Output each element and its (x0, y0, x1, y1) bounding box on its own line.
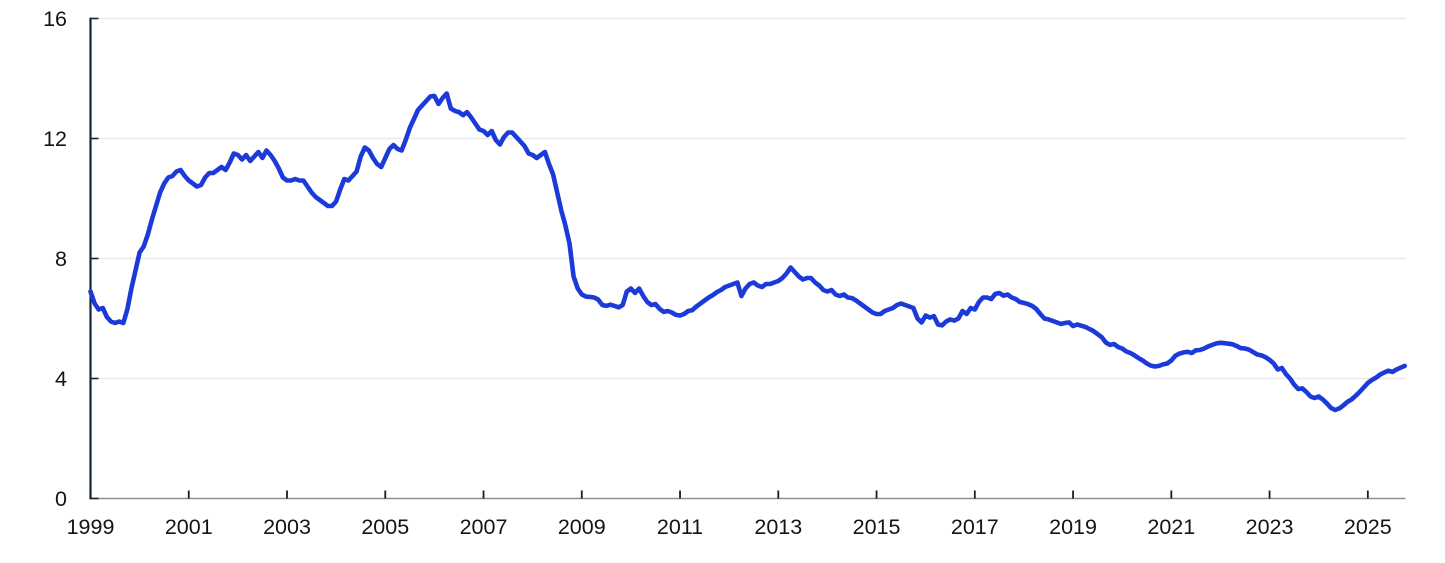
y-tick-label-8: 8 (55, 247, 67, 271)
x-tick-label-2017: 2017 (951, 515, 999, 539)
y-tick-label-12: 12 (43, 127, 67, 151)
data-series (88, 91, 1407, 413)
x-tick-label-2009: 2009 (558, 515, 606, 539)
x-tick-label-2013: 2013 (754, 515, 802, 539)
y-axis-labels: 0 4 8 12 16 (43, 7, 67, 511)
x-tick-label-2021: 2021 (1147, 515, 1195, 539)
x-tick-label-2019: 2019 (1049, 515, 1097, 539)
x-tick-label-2011: 2011 (657, 515, 703, 539)
x-tick-label-2023: 2023 (1246, 515, 1294, 539)
x-tick-label-1999: 1999 (67, 515, 115, 539)
x-tick-label-2003: 2003 (263, 515, 311, 539)
y-axis-ticks (89, 17, 99, 500)
x-tick-label-2001: 2001 (165, 515, 213, 539)
y-tick-label-0: 0 (55, 487, 67, 511)
y-tick-label-4: 4 (55, 367, 67, 391)
x-tick-label-2025: 2025 (1344, 515, 1392, 539)
x-axis-ticks (89, 490, 1369, 499)
y-tick-label-16: 16 (43, 7, 67, 31)
gridlines (90, 17, 1406, 380)
series-line (88, 91, 1407, 413)
x-axis-labels: 1999 2001 2003 2005 2007 2009 2011 2013 2015 2017… (67, 515, 1392, 539)
x-tick-label-2015: 2015 (853, 515, 901, 539)
x-tick-label-2007: 2007 (460, 515, 508, 539)
x-tick-label-2005: 2005 (361, 515, 409, 539)
